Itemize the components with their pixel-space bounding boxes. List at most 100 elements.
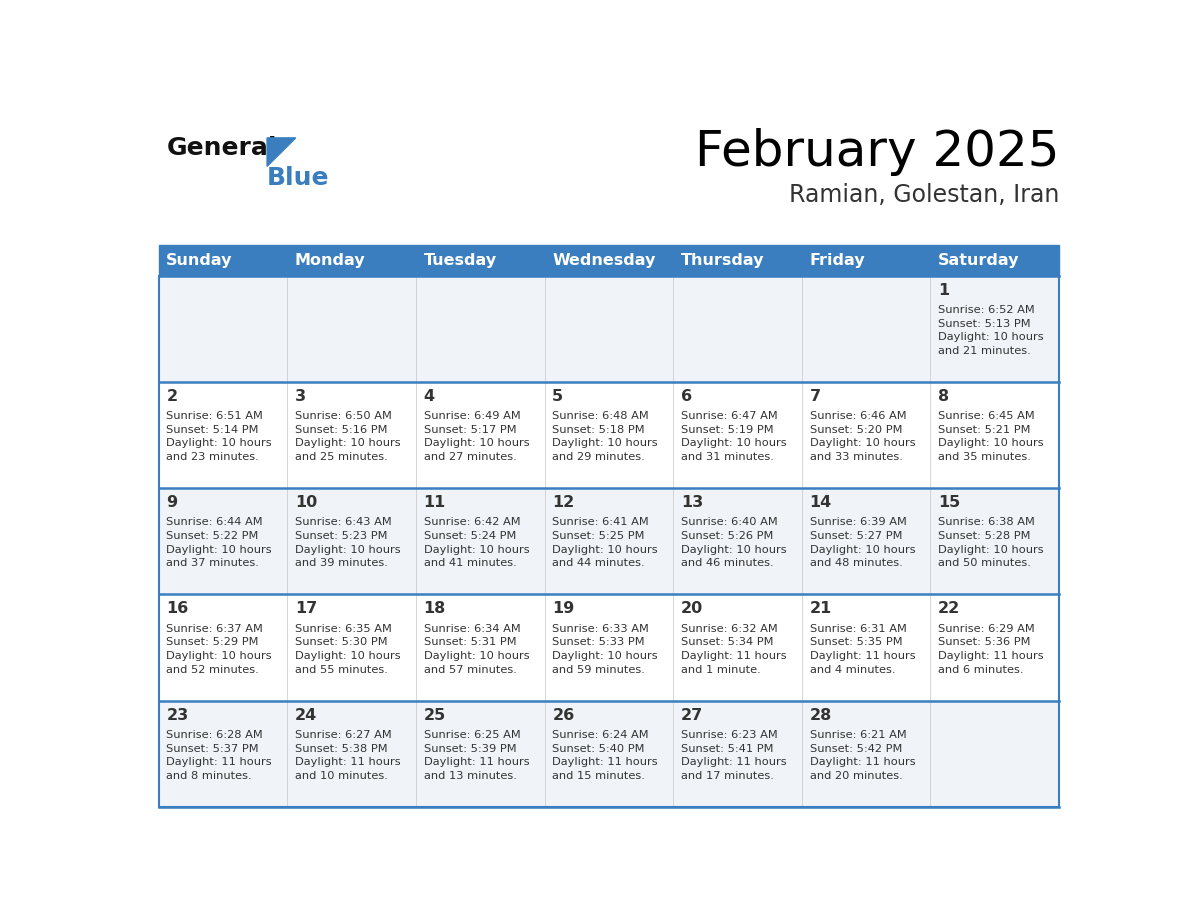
Text: 27: 27: [681, 708, 703, 722]
Bar: [930, 700, 1060, 807]
Text: 9: 9: [166, 495, 177, 510]
Text: 6: 6: [681, 389, 693, 404]
Text: Sunrise: 6:27 AM
Sunset: 5:38 PM
Daylight: 11 hours
and 10 minutes.: Sunrise: 6:27 AM Sunset: 5:38 PM Dayligh…: [295, 730, 400, 781]
Bar: [930, 275, 1060, 382]
Bar: [158, 275, 287, 382]
Text: 12: 12: [552, 495, 575, 510]
Bar: [158, 275, 1060, 807]
Text: Sunrise: 6:41 AM
Sunset: 5:25 PM
Daylight: 10 hours
and 44 minutes.: Sunrise: 6:41 AM Sunset: 5:25 PM Dayligh…: [552, 518, 658, 568]
Text: Sunrise: 6:39 AM
Sunset: 5:27 PM
Daylight: 10 hours
and 48 minutes.: Sunrise: 6:39 AM Sunset: 5:27 PM Dayligh…: [809, 518, 915, 568]
Bar: [287, 382, 416, 488]
Bar: [930, 245, 1060, 275]
Text: Sunrise: 6:38 AM
Sunset: 5:28 PM
Daylight: 10 hours
and 50 minutes.: Sunrise: 6:38 AM Sunset: 5:28 PM Dayligh…: [939, 518, 1044, 568]
Bar: [544, 700, 674, 807]
Text: 26: 26: [552, 708, 575, 722]
Text: 28: 28: [809, 708, 832, 722]
Text: Sunrise: 6:33 AM
Sunset: 5:33 PM
Daylight: 10 hours
and 59 minutes.: Sunrise: 6:33 AM Sunset: 5:33 PM Dayligh…: [552, 623, 658, 675]
Bar: [287, 700, 416, 807]
Text: Sunrise: 6:44 AM
Sunset: 5:22 PM
Daylight: 10 hours
and 37 minutes.: Sunrise: 6:44 AM Sunset: 5:22 PM Dayligh…: [166, 518, 272, 568]
Text: 20: 20: [681, 601, 703, 616]
Bar: [158, 700, 287, 807]
Text: 22: 22: [939, 601, 960, 616]
Text: Sunrise: 6:42 AM
Sunset: 5:24 PM
Daylight: 10 hours
and 41 minutes.: Sunrise: 6:42 AM Sunset: 5:24 PM Dayligh…: [424, 518, 529, 568]
Bar: [802, 275, 930, 382]
Bar: [802, 595, 930, 700]
Text: 13: 13: [681, 495, 703, 510]
Bar: [674, 245, 802, 275]
Text: 24: 24: [295, 708, 317, 722]
Text: General: General: [166, 136, 277, 160]
Bar: [544, 245, 674, 275]
Text: Thursday: Thursday: [681, 252, 764, 268]
Text: 8: 8: [939, 389, 949, 404]
Bar: [416, 382, 544, 488]
Text: Sunrise: 6:45 AM
Sunset: 5:21 PM
Daylight: 10 hours
and 35 minutes.: Sunrise: 6:45 AM Sunset: 5:21 PM Dayligh…: [939, 411, 1044, 462]
Bar: [287, 488, 416, 595]
Text: 14: 14: [809, 495, 832, 510]
Bar: [802, 245, 930, 275]
Text: Sunrise: 6:43 AM
Sunset: 5:23 PM
Daylight: 10 hours
and 39 minutes.: Sunrise: 6:43 AM Sunset: 5:23 PM Dayligh…: [295, 518, 400, 568]
Bar: [287, 595, 416, 700]
Text: Sunrise: 6:51 AM
Sunset: 5:14 PM
Daylight: 10 hours
and 23 minutes.: Sunrise: 6:51 AM Sunset: 5:14 PM Dayligh…: [166, 411, 272, 462]
Bar: [674, 488, 802, 595]
Bar: [674, 595, 802, 700]
Text: Sunrise: 6:34 AM
Sunset: 5:31 PM
Daylight: 10 hours
and 57 minutes.: Sunrise: 6:34 AM Sunset: 5:31 PM Dayligh…: [424, 623, 529, 675]
Bar: [158, 488, 287, 595]
Text: Sunrise: 6:24 AM
Sunset: 5:40 PM
Daylight: 11 hours
and 15 minutes.: Sunrise: 6:24 AM Sunset: 5:40 PM Dayligh…: [552, 730, 658, 781]
Bar: [544, 488, 674, 595]
Bar: [674, 382, 802, 488]
Text: February 2025: February 2025: [695, 128, 1060, 176]
Text: Wednesday: Wednesday: [552, 252, 656, 268]
Text: 7: 7: [809, 389, 821, 404]
Text: 1: 1: [939, 283, 949, 297]
Text: Sunrise: 6:37 AM
Sunset: 5:29 PM
Daylight: 10 hours
and 52 minutes.: Sunrise: 6:37 AM Sunset: 5:29 PM Dayligh…: [166, 623, 272, 675]
Text: Sunrise: 6:23 AM
Sunset: 5:41 PM
Daylight: 11 hours
and 17 minutes.: Sunrise: 6:23 AM Sunset: 5:41 PM Dayligh…: [681, 730, 786, 781]
Text: Sunrise: 6:31 AM
Sunset: 5:35 PM
Daylight: 11 hours
and 4 minutes.: Sunrise: 6:31 AM Sunset: 5:35 PM Dayligh…: [809, 623, 915, 675]
Text: 15: 15: [939, 495, 960, 510]
Text: Sunrise: 6:46 AM
Sunset: 5:20 PM
Daylight: 10 hours
and 33 minutes.: Sunrise: 6:46 AM Sunset: 5:20 PM Dayligh…: [809, 411, 915, 462]
Text: Saturday: Saturday: [939, 252, 1019, 268]
Text: 25: 25: [424, 708, 446, 722]
Text: Tuesday: Tuesday: [424, 252, 497, 268]
Bar: [930, 488, 1060, 595]
Text: Sunrise: 6:21 AM
Sunset: 5:42 PM
Daylight: 11 hours
and 20 minutes.: Sunrise: 6:21 AM Sunset: 5:42 PM Dayligh…: [809, 730, 915, 781]
Bar: [158, 245, 287, 275]
Text: 21: 21: [809, 601, 832, 616]
Text: 17: 17: [295, 601, 317, 616]
Bar: [416, 700, 544, 807]
Bar: [287, 245, 416, 275]
Bar: [674, 275, 802, 382]
Bar: [416, 595, 544, 700]
Bar: [158, 382, 287, 488]
Text: Sunrise: 6:32 AM
Sunset: 5:34 PM
Daylight: 11 hours
and 1 minute.: Sunrise: 6:32 AM Sunset: 5:34 PM Dayligh…: [681, 623, 786, 675]
Bar: [930, 382, 1060, 488]
Bar: [416, 245, 544, 275]
Text: Sunrise: 6:25 AM
Sunset: 5:39 PM
Daylight: 11 hours
and 13 minutes.: Sunrise: 6:25 AM Sunset: 5:39 PM Dayligh…: [424, 730, 529, 781]
Text: Sunrise: 6:35 AM
Sunset: 5:30 PM
Daylight: 10 hours
and 55 minutes.: Sunrise: 6:35 AM Sunset: 5:30 PM Dayligh…: [295, 623, 400, 675]
Bar: [802, 700, 930, 807]
Bar: [802, 488, 930, 595]
Text: 18: 18: [424, 601, 446, 616]
Text: 19: 19: [552, 601, 575, 616]
Text: Sunrise: 6:50 AM
Sunset: 5:16 PM
Daylight: 10 hours
and 25 minutes.: Sunrise: 6:50 AM Sunset: 5:16 PM Dayligh…: [295, 411, 400, 462]
Bar: [158, 595, 287, 700]
Text: Sunrise: 6:47 AM
Sunset: 5:19 PM
Daylight: 10 hours
and 31 minutes.: Sunrise: 6:47 AM Sunset: 5:19 PM Dayligh…: [681, 411, 786, 462]
Text: Sunrise: 6:29 AM
Sunset: 5:36 PM
Daylight: 11 hours
and 6 minutes.: Sunrise: 6:29 AM Sunset: 5:36 PM Dayligh…: [939, 623, 1044, 675]
Text: 3: 3: [295, 389, 307, 404]
Text: Sunrise: 6:28 AM
Sunset: 5:37 PM
Daylight: 11 hours
and 8 minutes.: Sunrise: 6:28 AM Sunset: 5:37 PM Dayligh…: [166, 730, 272, 781]
Text: Sunrise: 6:49 AM
Sunset: 5:17 PM
Daylight: 10 hours
and 27 minutes.: Sunrise: 6:49 AM Sunset: 5:17 PM Dayligh…: [424, 411, 529, 462]
Text: Sunrise: 6:48 AM
Sunset: 5:18 PM
Daylight: 10 hours
and 29 minutes.: Sunrise: 6:48 AM Sunset: 5:18 PM Dayligh…: [552, 411, 658, 462]
Text: 10: 10: [295, 495, 317, 510]
Bar: [802, 382, 930, 488]
Text: Sunday: Sunday: [166, 252, 233, 268]
Text: 16: 16: [166, 601, 189, 616]
Bar: [544, 275, 674, 382]
Text: 4: 4: [424, 389, 435, 404]
Bar: [158, 245, 1060, 275]
Bar: [930, 595, 1060, 700]
Text: Sunrise: 6:40 AM
Sunset: 5:26 PM
Daylight: 10 hours
and 46 minutes.: Sunrise: 6:40 AM Sunset: 5:26 PM Dayligh…: [681, 518, 786, 568]
Text: 23: 23: [166, 708, 189, 722]
Bar: [416, 488, 544, 595]
Text: 2: 2: [166, 389, 177, 404]
Bar: [416, 275, 544, 382]
